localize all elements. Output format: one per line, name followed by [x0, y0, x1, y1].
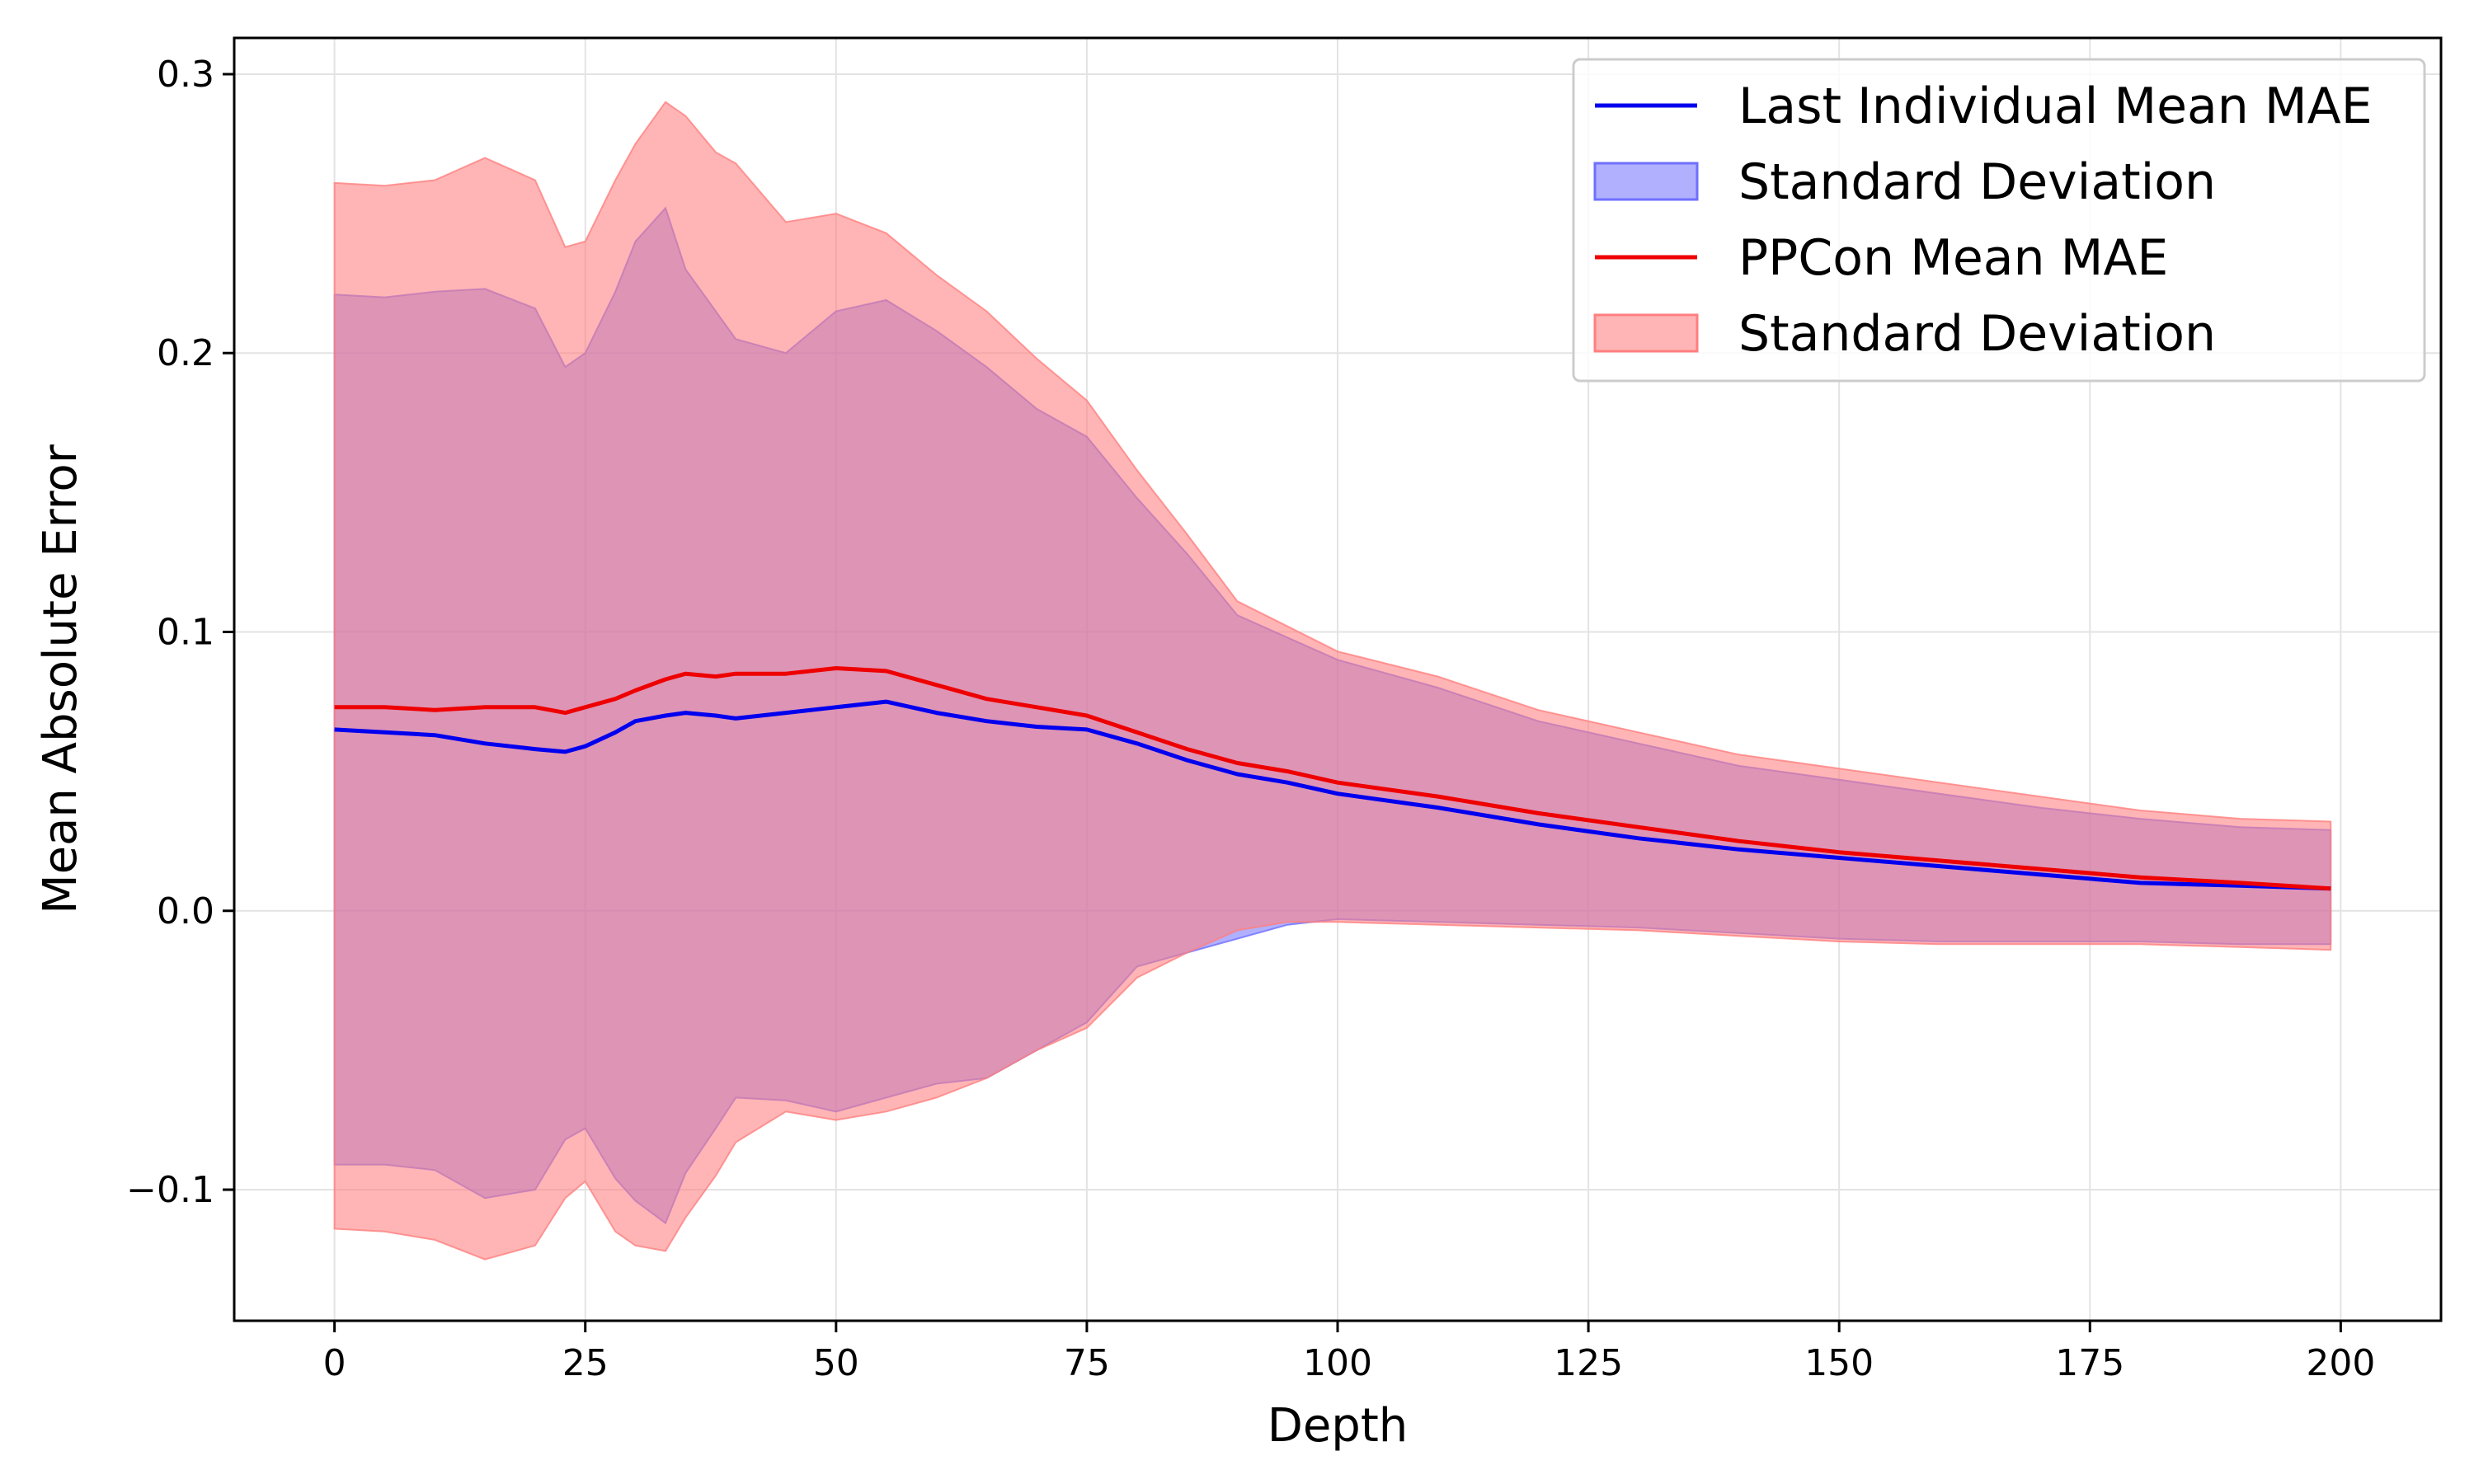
- ppcon-mean-line: [334, 666, 2331, 891]
- y-tick-label: −0.1: [126, 1169, 214, 1211]
- y-tick-label: 0.0: [157, 890, 214, 932]
- y-tick-label: 0.1: [157, 611, 214, 653]
- legend-label-ppcon-std: Standard Deviation: [1738, 305, 2216, 363]
- x-tick-label: 100: [1303, 1342, 1372, 1384]
- x-tick-label: 25: [562, 1342, 609, 1384]
- legend-swatch-last-individual-band: [1593, 162, 1699, 201]
- x-axis-ticks: 0 25 50 75 100 125 150 175 200: [323, 1321, 2375, 1384]
- x-tick-label: 175: [2055, 1342, 2124, 1384]
- y-tick-label: 0.2: [157, 332, 214, 374]
- x-tick-label: 150: [1804, 1342, 1874, 1384]
- x-tick-label: 75: [1064, 1342, 1110, 1384]
- x-axis-label: Depth: [1268, 1399, 1409, 1453]
- legend-label-last-individual-mean: Last Individual Mean MAE: [1738, 77, 2373, 135]
- x-tick-label: 200: [2306, 1342, 2375, 1384]
- y-axis-label: Mean Absolute Error: [34, 444, 87, 913]
- legend: Last Individual Mean MAE Standard Deviat…: [1572, 58, 2426, 383]
- x-tick-label: 125: [1554, 1342, 1623, 1384]
- y-axis-ticks: −0.1 0.0 0.1 0.2 0.3: [126, 54, 234, 1211]
- x-tick-label: 0: [323, 1342, 346, 1384]
- ppcon-std-band: [333, 101, 2332, 1261]
- mean-lines: [334, 666, 2331, 891]
- legend-frame: [1572, 58, 2426, 383]
- last-individual-mean-line: [334, 699, 2331, 891]
- legend-label-ppcon-mean: PPCon Mean MAE: [1738, 229, 2168, 287]
- legend-swatch-ppcon-band: [1593, 313, 1699, 353]
- legend-label-last-individual-std: Standard Deviation: [1738, 153, 2216, 211]
- x-tick-label: 50: [813, 1342, 859, 1384]
- std-bands: [333, 101, 2332, 1261]
- y-tick-label: 0.3: [157, 54, 214, 96]
